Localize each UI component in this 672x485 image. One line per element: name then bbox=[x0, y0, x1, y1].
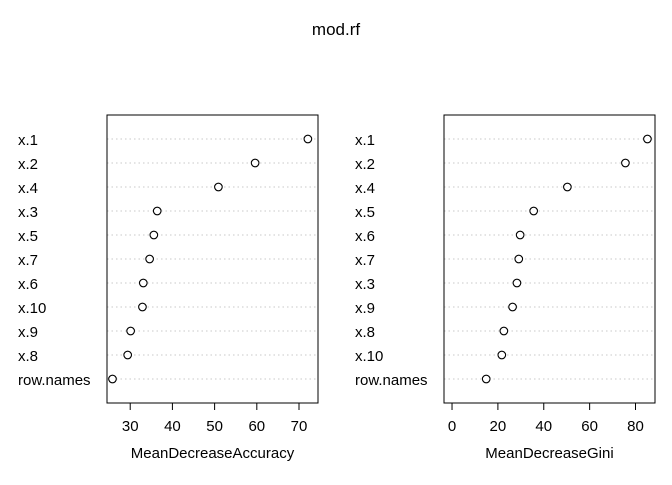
panel-2: x.1 x.2 x.4 x.5 x.6 x.7 x.3 x.9 x.8 x.10 row.names… bbox=[355, 114, 656, 462]
x-tick-label: 50 bbox=[206, 418, 223, 435]
x-tick-label: 20 bbox=[490, 418, 507, 435]
category-label: x.6 bbox=[18, 276, 38, 293]
x-tick-label: 80 bbox=[627, 418, 644, 435]
data-point bbox=[621, 158, 630, 168]
category-label: x.4 bbox=[355, 180, 375, 197]
data-point bbox=[138, 302, 147, 312]
x-tick-label: 60 bbox=[581, 418, 598, 435]
category-label: x.10 bbox=[355, 348, 383, 365]
category-label: row.names bbox=[355, 372, 428, 389]
data-point bbox=[108, 374, 117, 384]
data-point bbox=[303, 134, 313, 144]
category-label: x.8 bbox=[18, 348, 38, 365]
data-point bbox=[481, 374, 491, 384]
category-label: x.8 bbox=[355, 324, 375, 341]
data-point bbox=[508, 302, 517, 312]
data-point bbox=[515, 230, 525, 240]
category-label: x.3 bbox=[18, 204, 38, 221]
category-label: x.7 bbox=[355, 252, 375, 269]
x-tick-label: 40 bbox=[164, 418, 181, 435]
data-point bbox=[145, 254, 154, 264]
data-point bbox=[499, 326, 509, 336]
data-point bbox=[126, 326, 135, 336]
data-point bbox=[514, 254, 524, 264]
category-label: x.5 bbox=[18, 228, 38, 245]
data-point bbox=[250, 158, 260, 168]
chart-title: mod.rf bbox=[312, 20, 360, 39]
panel-1: x.1 x.2 x.4 x.3 x.5 x.7 x.6 x.10 x.9 x.8 row.names… bbox=[18, 114, 319, 462]
category-label: x.9 bbox=[18, 324, 38, 341]
data-point bbox=[214, 182, 223, 192]
data-point bbox=[138, 278, 148, 288]
data-point bbox=[497, 350, 507, 360]
category-label: row.names bbox=[18, 372, 91, 389]
x-tick-label: 40 bbox=[535, 418, 552, 435]
data-point bbox=[149, 230, 159, 240]
x-tick-label: 30 bbox=[122, 418, 139, 435]
category-label: x.3 bbox=[355, 276, 375, 293]
category-label: x.6 bbox=[355, 228, 375, 245]
category-label: x.1 bbox=[355, 132, 375, 149]
category-label: x.10 bbox=[18, 300, 46, 317]
data-point bbox=[123, 350, 133, 360]
x-axis-label: MeanDecreaseAccuracy bbox=[131, 445, 295, 462]
category-label: x.1 bbox=[18, 132, 38, 149]
x-tick-label: 0 bbox=[448, 418, 456, 435]
category-label: x.4 bbox=[18, 180, 38, 197]
data-point bbox=[512, 278, 522, 288]
x-tick-label: 60 bbox=[248, 418, 265, 435]
category-label: x.7 bbox=[18, 252, 38, 269]
x-axis-label: MeanDecreaseGini bbox=[485, 445, 613, 462]
data-point bbox=[529, 206, 539, 216]
category-label: x.2 bbox=[355, 156, 375, 173]
data-point bbox=[643, 134, 652, 144]
category-label: x.2 bbox=[18, 156, 38, 173]
category-label: x.5 bbox=[355, 204, 375, 221]
category-label: x.9 bbox=[355, 300, 375, 317]
x-tick-label: 70 bbox=[291, 418, 308, 435]
data-point bbox=[563, 182, 572, 192]
data-point bbox=[152, 206, 162, 216]
